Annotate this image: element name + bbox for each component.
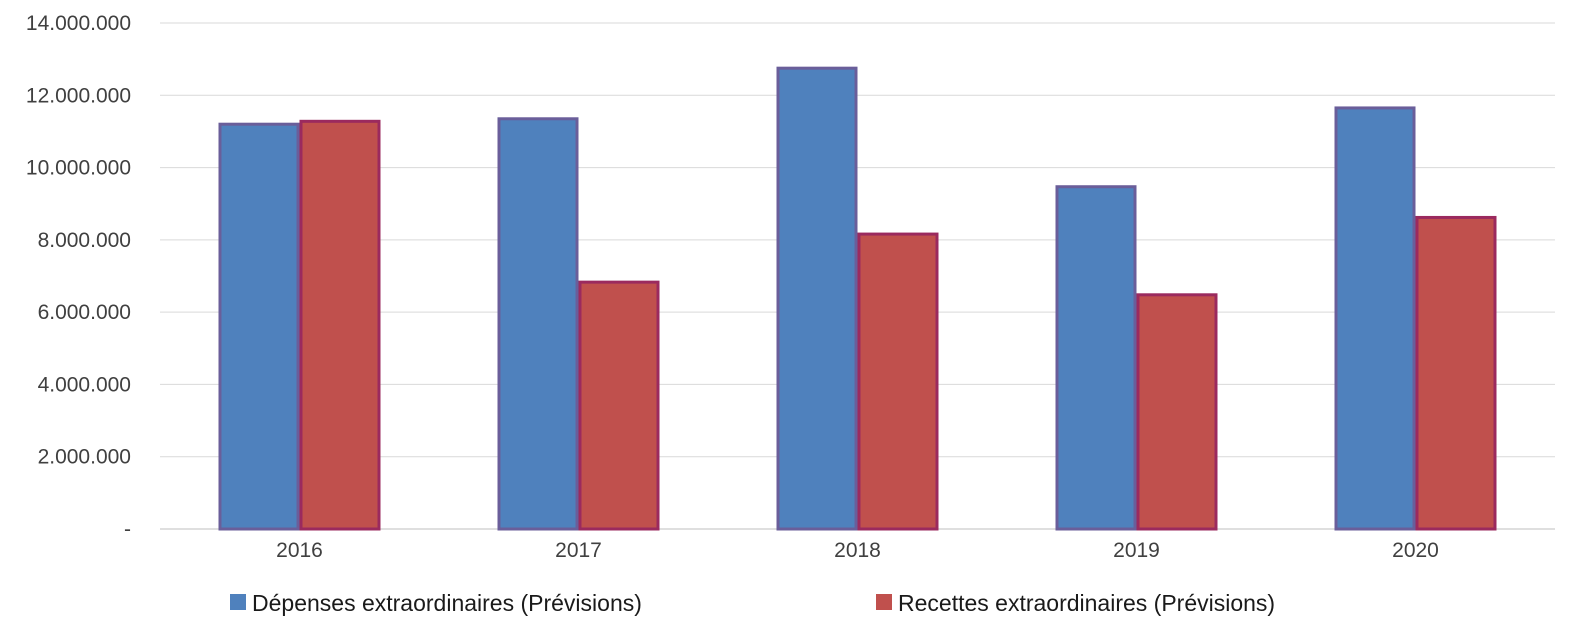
bar-depenses-2019	[1055, 185, 1137, 531]
y-axis-tick-labels: - 2.000.000 4.000.000 6.000.000 8.000.000 10.…	[26, 12, 131, 541]
x-tick-label: 2019	[1113, 539, 1160, 562]
x-tick-label: 2018	[834, 539, 881, 562]
legend-swatch	[230, 594, 246, 610]
legend-label: Dépenses extraordinaires (Prévisions)	[252, 590, 642, 616]
y-tick-label: 2.000.000	[38, 446, 131, 469]
legend-swatch	[876, 594, 892, 610]
bar-recettes-2020	[1415, 215, 1497, 531]
bar-depenses-2020	[1334, 106, 1416, 531]
bar-recettes-2017	[578, 280, 660, 531]
bar-recettes-2018	[857, 232, 939, 531]
x-tick-label: 2017	[555, 539, 602, 562]
x-tick-label: 2020	[1392, 539, 1439, 562]
legend: Dépenses extraordinaires (Prévisions) Rec…	[230, 590, 1275, 616]
y-tick-label: -	[124, 518, 131, 541]
bar-recettes-2019	[1136, 293, 1218, 531]
legend-label: Recettes extraordinaires (Prévisions)	[898, 590, 1275, 616]
y-tick-label: 14.000.000	[26, 12, 131, 35]
bar-depenses-2016	[218, 122, 300, 531]
bars	[218, 66, 1497, 531]
y-tick-label: 12.000.000	[26, 84, 131, 107]
bar-depenses-2017	[497, 117, 579, 531]
y-tick-label: 8.000.000	[38, 229, 131, 252]
bar-recettes-2016	[299, 119, 381, 531]
x-axis-tick-labels: 2016 2017 2018 2019 2020	[276, 539, 1439, 562]
y-tick-label: 4.000.000	[38, 373, 131, 396]
y-tick-label: 6.000.000	[38, 301, 131, 324]
bar-depenses-2018	[776, 66, 858, 531]
x-tick-label: 2016	[276, 539, 323, 562]
y-tick-label: 10.000.000	[26, 157, 131, 180]
